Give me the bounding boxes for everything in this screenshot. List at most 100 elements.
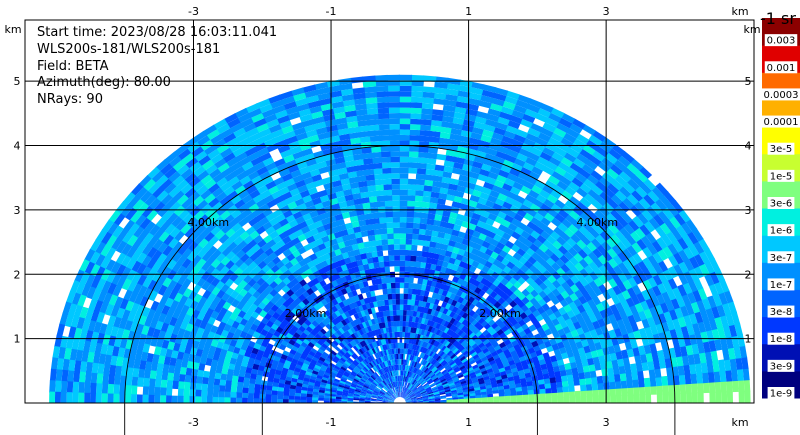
data-cell bbox=[354, 231, 363, 239]
data-cell bbox=[556, 341, 565, 349]
data-cell bbox=[701, 297, 712, 310]
data-cell bbox=[407, 162, 418, 169]
data-cell bbox=[401, 348, 404, 354]
data-cell bbox=[441, 238, 450, 246]
data-cell bbox=[362, 81, 377, 88]
data-cell bbox=[428, 130, 441, 138]
data-cell bbox=[463, 293, 472, 301]
data-cell bbox=[498, 389, 505, 394]
data-cell bbox=[424, 354, 429, 361]
data-cell bbox=[368, 130, 380, 137]
data-cell bbox=[385, 338, 389, 345]
data-cell bbox=[446, 262, 454, 270]
data-cell bbox=[614, 189, 627, 202]
data-cell bbox=[449, 324, 456, 331]
data-cell bbox=[423, 185, 433, 192]
data-cell bbox=[248, 388, 255, 394]
data-cell bbox=[643, 220, 656, 233]
data-cell bbox=[402, 321, 406, 327]
data-cell bbox=[562, 325, 571, 334]
data-cell bbox=[463, 113, 477, 122]
data-cell bbox=[444, 250, 453, 258]
data-cell bbox=[382, 173, 392, 180]
data-cell bbox=[650, 295, 660, 307]
data-cell bbox=[379, 267, 386, 273]
data-cell bbox=[560, 218, 572, 229]
data-cell bbox=[443, 160, 455, 168]
data-cell bbox=[582, 143, 596, 156]
data-cell bbox=[354, 203, 364, 211]
data-cell bbox=[451, 355, 458, 361]
data-cell bbox=[385, 222, 394, 229]
data-cell bbox=[224, 385, 232, 393]
data-cell bbox=[698, 263, 710, 277]
data-cell bbox=[613, 159, 627, 172]
data-cell bbox=[415, 339, 420, 346]
data-cell bbox=[438, 248, 447, 256]
data-cell bbox=[539, 388, 546, 394]
data-cell bbox=[577, 248, 588, 259]
data-cell bbox=[514, 382, 522, 388]
data-cell bbox=[527, 189, 540, 199]
data-cell bbox=[381, 162, 391, 169]
data-cell bbox=[598, 354, 606, 364]
data-cell bbox=[496, 210, 507, 220]
data-cell bbox=[370, 212, 379, 219]
data-cell bbox=[318, 97, 332, 106]
data-cell bbox=[664, 218, 677, 232]
data-cell bbox=[418, 228, 426, 235]
data-cell bbox=[629, 204, 642, 217]
data-cell bbox=[450, 389, 457, 393]
data-cell bbox=[679, 304, 689, 317]
data-cell bbox=[443, 372, 450, 377]
data-cell bbox=[393, 244, 400, 250]
data-cell bbox=[242, 387, 249, 394]
data-cell bbox=[443, 99, 457, 107]
data-cell bbox=[454, 380, 461, 385]
data-cell bbox=[650, 385, 657, 395]
data-cell bbox=[479, 192, 490, 201]
data-cell bbox=[423, 400, 429, 402]
data-cell bbox=[512, 252, 523, 261]
data-cell bbox=[351, 148, 363, 156]
data-cell bbox=[523, 108, 538, 119]
data-cell bbox=[367, 190, 377, 198]
data-cell bbox=[636, 212, 649, 225]
data-cell bbox=[529, 230, 541, 240]
data-cell bbox=[708, 283, 719, 297]
data-cell bbox=[504, 196, 516, 205]
data-cell bbox=[593, 277, 604, 287]
data-cell bbox=[499, 354, 507, 361]
data-cell bbox=[629, 304, 639, 315]
data-cell bbox=[532, 142, 546, 152]
data-cell bbox=[742, 367, 750, 381]
data-cell bbox=[484, 341, 492, 348]
data-cell bbox=[609, 233, 621, 245]
data-cell bbox=[556, 386, 564, 393]
data-cell bbox=[545, 397, 552, 403]
data-cell bbox=[602, 315, 612, 326]
data-cell bbox=[409, 372, 413, 378]
data-cell bbox=[377, 283, 383, 290]
data-cell bbox=[588, 343, 597, 352]
data-cell bbox=[437, 231, 446, 239]
data-cell bbox=[686, 231, 699, 245]
data-cell bbox=[444, 364, 451, 370]
data-cell bbox=[588, 363, 596, 372]
data-cell bbox=[378, 311, 384, 318]
data-cell bbox=[411, 386, 416, 391]
data-cell bbox=[552, 127, 567, 138]
data-cell bbox=[651, 351, 659, 362]
data-cell bbox=[604, 152, 618, 165]
data-cell bbox=[496, 192, 508, 202]
data-cell bbox=[392, 370, 395, 377]
data-cell bbox=[468, 252, 477, 261]
data-cell bbox=[478, 168, 490, 177]
data-cell bbox=[661, 375, 669, 386]
data-cell bbox=[391, 293, 396, 300]
data-cell bbox=[417, 400, 424, 402]
data-cell bbox=[522, 137, 536, 148]
data-cell bbox=[438, 358, 445, 364]
data-cell bbox=[383, 195, 393, 202]
data-cell bbox=[408, 377, 412, 383]
